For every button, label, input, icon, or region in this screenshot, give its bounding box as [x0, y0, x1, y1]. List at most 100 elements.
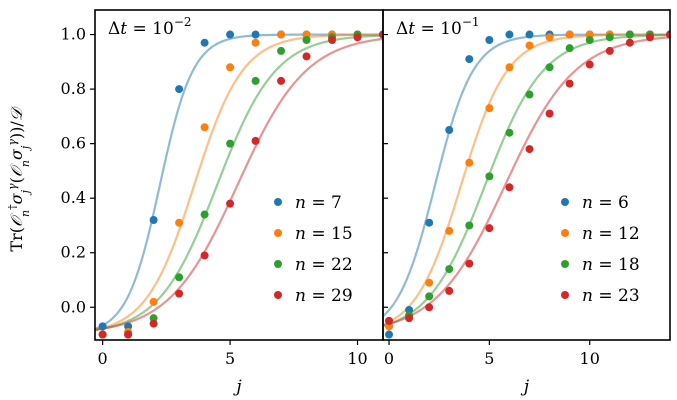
legend-marker	[274, 260, 282, 268]
x-tick-label: 10	[580, 349, 600, 368]
legend-label: n = 6	[582, 193, 629, 213]
data-point	[525, 90, 534, 99]
data-point	[505, 183, 514, 192]
legend-marker	[561, 198, 569, 206]
data-point	[353, 33, 362, 42]
axes-frame	[382, 9, 671, 341]
fit-curve-n12	[383, 33, 670, 326]
data-point	[445, 226, 454, 235]
legend-label: n = 23	[582, 286, 640, 306]
data-point	[200, 123, 209, 132]
data-point	[200, 251, 209, 260]
data-point	[525, 145, 534, 154]
data-point	[226, 199, 235, 208]
x-tick-label: 0	[98, 349, 108, 368]
data-point	[149, 297, 158, 306]
y-tick-label: 0.6	[61, 134, 86, 153]
legend-marker	[561, 260, 569, 268]
data-point	[425, 218, 434, 227]
x-tick-label: 0	[384, 349, 394, 368]
data-point	[226, 63, 235, 72]
x-tick-label: 5	[225, 349, 235, 368]
panel-title: Δt = 10−2	[108, 15, 192, 39]
data-point	[302, 52, 311, 61]
data-point	[505, 30, 514, 39]
data-point	[505, 63, 514, 72]
data-point	[545, 33, 554, 42]
data-point	[385, 316, 394, 325]
x-axis-label: j	[232, 377, 242, 397]
data-point	[625, 30, 634, 39]
svg-text:Tr(𝒪n†σjγ(𝒪nσjγ))/𝒟: Tr(𝒪n†σjγ(𝒪nσjγ))/𝒟	[6, 105, 32, 251]
left-panel: 0 5 10 0.0 0.2 0.4 0.6 0.8 1.0 j Δt = 10−2 n = 7 n =…	[61, 9, 384, 397]
panel-title: Δt = 10−1	[396, 15, 480, 39]
data-point	[465, 158, 474, 167]
data-point	[251, 38, 260, 47]
y-tick-label: 1.0	[61, 25, 86, 44]
data-point	[585, 60, 594, 69]
legend-label: n = 12	[582, 224, 640, 244]
data-point	[645, 33, 654, 42]
fit-curve-n29	[95, 37, 383, 331]
data-point	[485, 172, 494, 181]
data-point	[328, 36, 337, 44]
data-point	[565, 44, 574, 53]
data-point	[585, 36, 594, 44]
data-point	[425, 303, 434, 312]
data-point	[445, 286, 454, 295]
right-panel: 0 5 10 j Δt = 10−1 n = 6 n = 12 n = 18 n = 23	[382, 9, 671, 397]
fit-curve-n23	[383, 36, 670, 327]
data-point	[379, 30, 383, 39]
legend-marker	[561, 291, 569, 299]
data-point	[445, 126, 454, 134]
data-point	[226, 139, 235, 148]
data-point	[175, 289, 184, 298]
data-point	[277, 30, 286, 39]
data-point	[666, 30, 670, 39]
data-point	[605, 33, 614, 42]
data-point	[505, 128, 514, 137]
x-tick-label: 10	[347, 349, 367, 368]
data-point	[175, 85, 184, 94]
legend-marker	[274, 229, 282, 237]
y-tick-label: 0.2	[61, 243, 86, 262]
data-point	[200, 210, 209, 219]
data-point	[605, 46, 614, 55]
data-point	[226, 30, 235, 39]
data-point	[251, 136, 260, 145]
data-point	[485, 104, 494, 113]
data-point	[175, 218, 184, 227]
data-point	[465, 221, 474, 230]
data-point	[175, 273, 184, 282]
x-axis-label: j	[520, 377, 530, 397]
y-tick-label: 0.4	[61, 188, 86, 207]
legend-label: n = 22	[295, 255, 353, 275]
data-point	[251, 76, 260, 85]
legend-marker	[274, 291, 282, 299]
legend-label: n = 29	[295, 286, 353, 306]
data-point	[277, 76, 286, 85]
y-tick-label: 0.0	[61, 297, 86, 316]
data-point	[124, 330, 133, 339]
data-point	[625, 38, 634, 47]
data-point	[565, 30, 574, 39]
data-point	[485, 36, 494, 44]
legend-marker	[274, 198, 282, 206]
data-point	[525, 41, 534, 50]
legend-marker	[561, 229, 569, 237]
data-point	[98, 322, 107, 331]
x-tick-label: 5	[484, 349, 494, 368]
data-point	[302, 36, 311, 44]
data-point	[525, 30, 534, 39]
data-point	[149, 319, 158, 328]
legend-label: n = 18	[582, 255, 640, 275]
data-point	[405, 314, 414, 323]
data-point	[200, 38, 209, 47]
legend-label: n = 7	[295, 193, 342, 213]
data-point	[545, 109, 554, 118]
data-point	[425, 278, 434, 287]
data-point	[385, 330, 394, 339]
data-point	[98, 330, 107, 339]
y-axis-label: Tr(𝒪n†σjγ(𝒪nσjγ))/𝒟	[6, 105, 32, 251]
